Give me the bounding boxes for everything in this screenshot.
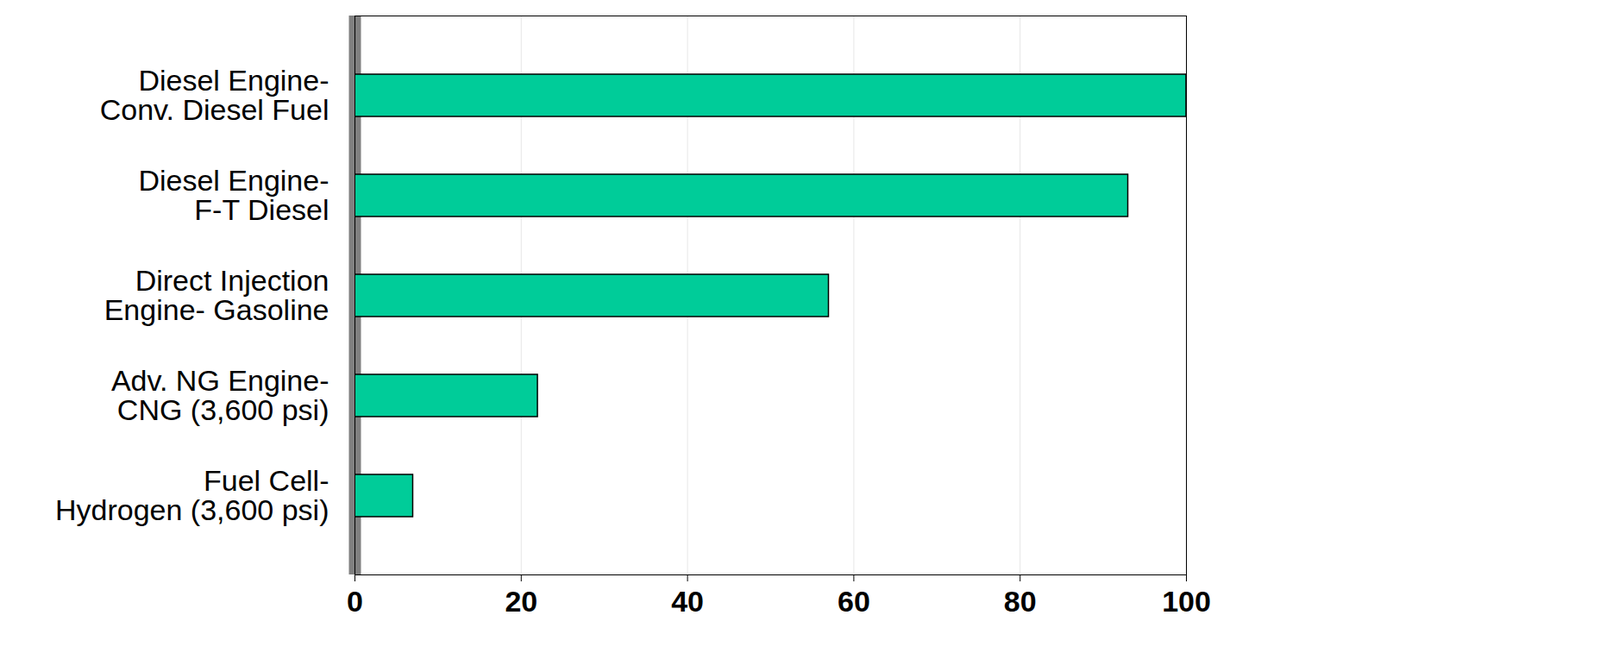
svg-text:Diesel Engine-F-T Diesel: Diesel Engine-F-T Diesel <box>138 163 329 226</box>
svg-text:Fuel Cell-Hydrogen (3,600 psi): Fuel Cell-Hydrogen (3,600 psi) <box>55 464 330 527</box>
svg-text:60: 60 <box>837 584 871 618</box>
svg-text:Diesel Engine-Conv. Diesel Fue: Diesel Engine-Conv. Diesel Fuel <box>100 63 330 126</box>
svg-text:0: 0 <box>346 584 364 618</box>
svg-text:20: 20 <box>504 584 538 618</box>
svg-text:80: 80 <box>1003 584 1037 618</box>
svg-text:Adv. NG Engine-CNG (3,600 psi): Adv. NG Engine-CNG (3,600 psi) <box>111 363 330 427</box>
svg-text:Direct InjectionEngine- Gasoli: Direct InjectionEngine- Gasoline <box>104 263 330 327</box>
svg-text:40: 40 <box>671 584 704 618</box>
svg-text:100: 100 <box>1161 584 1211 618</box>
